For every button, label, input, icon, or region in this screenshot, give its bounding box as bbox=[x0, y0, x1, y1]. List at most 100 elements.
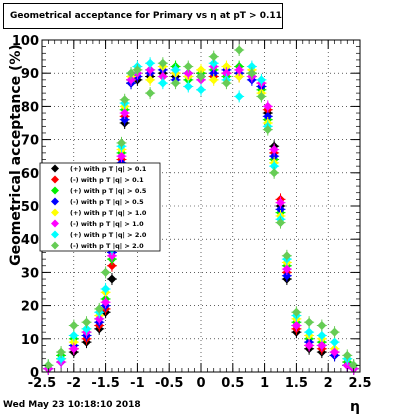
data-point bbox=[269, 161, 279, 171]
legend-box bbox=[39, 162, 161, 252]
data-point bbox=[107, 274, 117, 284]
data-point bbox=[330, 337, 340, 347]
legend-marker bbox=[51, 175, 59, 184]
legend-label: (+) with p T |q| > 1.0 bbox=[70, 209, 147, 218]
x-tick-label: -1.5 bbox=[91, 376, 119, 391]
data-point bbox=[282, 271, 292, 281]
legend-label: (+) with p T |q| > 2.0 bbox=[70, 231, 147, 240]
data-point bbox=[126, 75, 136, 85]
data-point bbox=[145, 58, 155, 68]
data-point bbox=[247, 62, 257, 72]
data-point bbox=[221, 78, 231, 88]
data-point bbox=[183, 68, 193, 78]
data-point bbox=[171, 65, 181, 75]
chart-title: Geometrical acceptance for Primary vs η … bbox=[3, 3, 283, 29]
y-tick-label: 70 bbox=[21, 134, 39, 149]
data-point bbox=[94, 304, 104, 314]
y-tick-label: 60 bbox=[21, 167, 39, 182]
data-point bbox=[145, 88, 155, 98]
series-8 bbox=[43, 43, 359, 372]
data-point bbox=[196, 85, 206, 95]
data-point bbox=[304, 317, 314, 327]
data-point bbox=[107, 261, 117, 271]
y-tick-label: 40 bbox=[21, 233, 39, 248]
data-point bbox=[263, 125, 273, 135]
data-point bbox=[263, 101, 273, 111]
data-point bbox=[234, 72, 244, 82]
data-point bbox=[209, 58, 219, 68]
data-point bbox=[120, 108, 130, 118]
data-point bbox=[234, 65, 244, 75]
legend: (+) with p T |q| > 0.1 (-) with p T |q| >… bbox=[39, 162, 161, 252]
data-point bbox=[209, 52, 219, 62]
data-point bbox=[69, 337, 79, 347]
data-point bbox=[247, 68, 257, 78]
data-point bbox=[69, 321, 79, 331]
data-point bbox=[101, 284, 111, 294]
legend-marker bbox=[51, 230, 59, 239]
timestamp: Wed May 23 10:18:10 2018 bbox=[3, 400, 141, 410]
x-tick-label: 0 bbox=[196, 376, 205, 391]
legend-label: (-) with p T |q| > 0.5 bbox=[70, 198, 144, 207]
data-point bbox=[158, 72, 168, 82]
data-point bbox=[234, 91, 244, 101]
data-point bbox=[171, 78, 181, 88]
data-point bbox=[291, 321, 301, 331]
data-point bbox=[117, 138, 126, 148]
data-point bbox=[282, 251, 292, 261]
y-tick-label: 30 bbox=[21, 266, 39, 281]
data-point bbox=[69, 344, 79, 354]
legend-label: (-) with p T |q| > 1.0 bbox=[70, 220, 144, 229]
x-tick-label: 2.5 bbox=[348, 376, 371, 391]
axes: -2.5 -2 -1.5 -1 -0.5 0 0.5 1 1.5 2 2.5 0 10 20 30 40 50 6… bbox=[12, 34, 372, 391]
legend-marker bbox=[51, 164, 59, 173]
data-point bbox=[330, 327, 340, 337]
data-point bbox=[221, 62, 231, 72]
data-point bbox=[94, 314, 104, 324]
data-point bbox=[234, 45, 244, 55]
data-point bbox=[158, 58, 168, 68]
data-point bbox=[209, 68, 219, 78]
y-tick-label: 10 bbox=[21, 333, 39, 348]
data-point bbox=[276, 218, 285, 228]
x-tick-label: -0.5 bbox=[155, 376, 183, 391]
x-tick-label: 1 bbox=[260, 376, 269, 391]
data-point bbox=[56, 354, 66, 364]
data-point bbox=[101, 297, 111, 307]
data-point bbox=[263, 111, 273, 121]
x-tick-label: -2.5 bbox=[28, 376, 56, 391]
data-point bbox=[342, 360, 352, 370]
data-point bbox=[276, 198, 285, 208]
legend-marker bbox=[51, 186, 59, 195]
data-point bbox=[126, 68, 136, 78]
x-tick-label: 2 bbox=[324, 376, 333, 391]
x-tick-label: 1.5 bbox=[285, 376, 308, 391]
data-point bbox=[276, 204, 285, 214]
data-point bbox=[349, 360, 359, 370]
data-point bbox=[120, 115, 130, 125]
legend-label: (-) with p T |q| > 2.0 bbox=[70, 242, 144, 251]
data-point bbox=[145, 75, 155, 85]
legend-label: (+) with p T |q| > 0.5 bbox=[70, 187, 147, 196]
data-point bbox=[101, 267, 111, 277]
y-tick-label: 0 bbox=[30, 366, 39, 381]
data-point bbox=[107, 251, 117, 261]
data-point bbox=[317, 340, 327, 350]
x-tick-label: -2 bbox=[67, 376, 81, 391]
y-tick-label: 100 bbox=[12, 34, 39, 49]
data-point bbox=[196, 72, 206, 82]
data-point bbox=[282, 264, 292, 274]
legend-label: (-) with p T |q| > 0.1 bbox=[70, 176, 144, 185]
legend-label: (+) with p T |q| > 0.1 bbox=[70, 165, 147, 174]
y-tick-label: 20 bbox=[21, 300, 39, 315]
legend-marker bbox=[51, 219, 59, 228]
data-point bbox=[221, 68, 231, 78]
legend-marker bbox=[51, 241, 59, 250]
y-tick-label: 80 bbox=[21, 100, 39, 115]
data-point bbox=[43, 360, 53, 370]
legend-marker bbox=[51, 197, 59, 206]
x-tick-label: -1 bbox=[130, 376, 144, 391]
legend-marker bbox=[51, 208, 59, 217]
data-point bbox=[132, 65, 142, 75]
